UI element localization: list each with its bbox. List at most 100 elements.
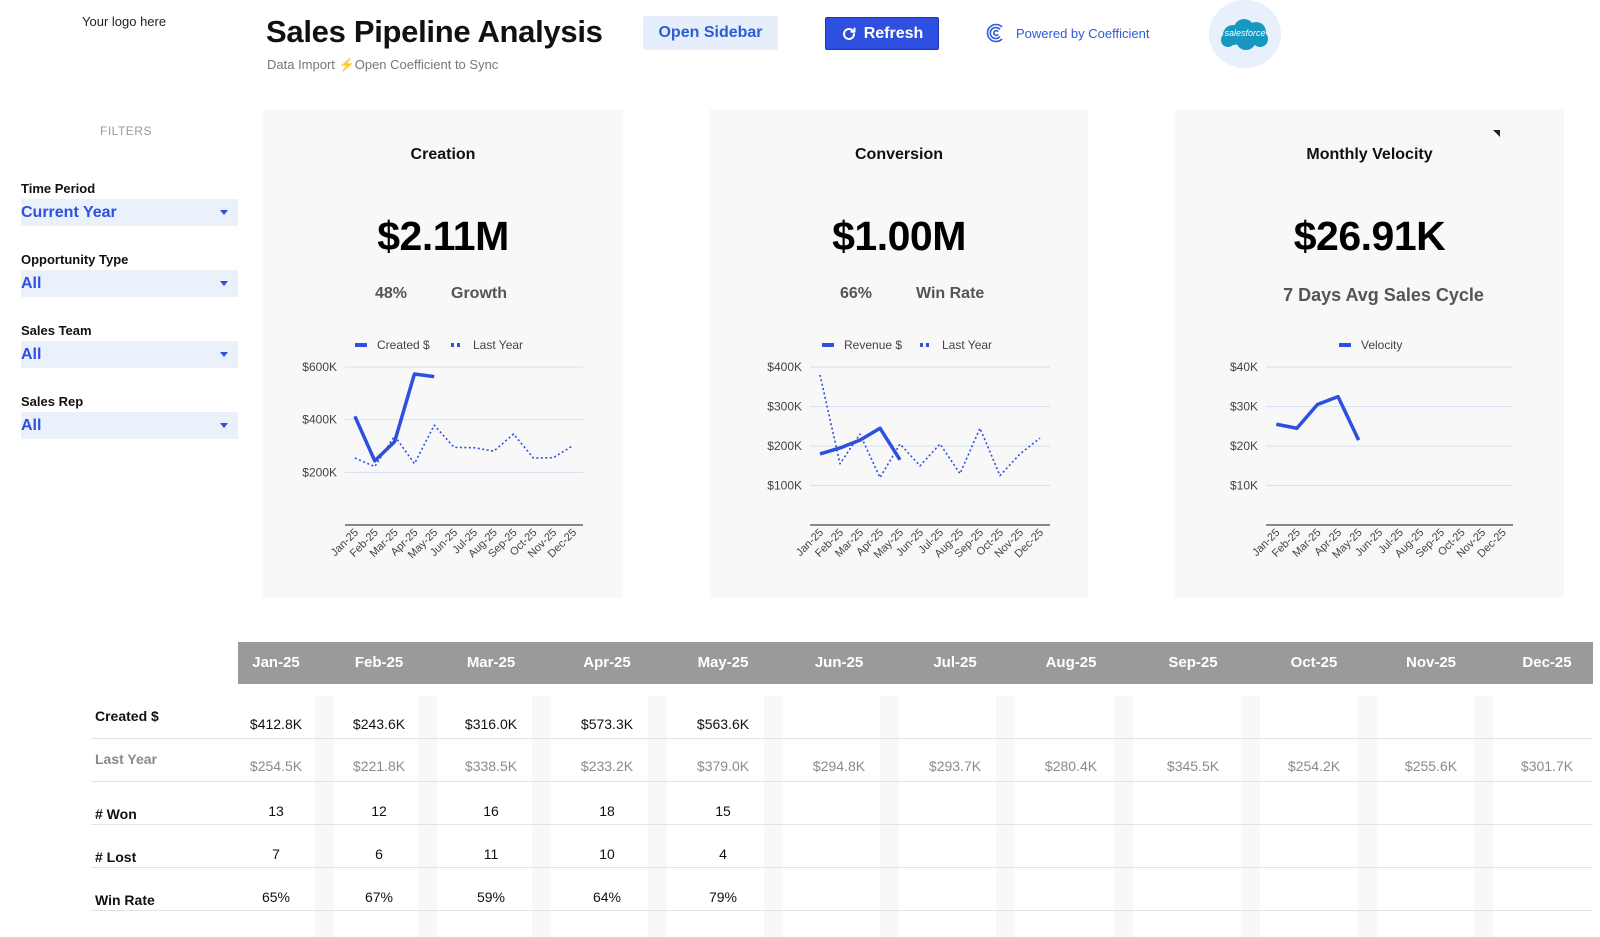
row-label: Last Year bbox=[95, 751, 158, 767]
sales-rep-value: All bbox=[21, 416, 42, 434]
column-header: Aug-25 bbox=[1045, 654, 1097, 671]
card-metric-value: 66% bbox=[840, 285, 873, 302]
table-cell: $243.6K bbox=[352, 716, 406, 732]
column-header: Dec-25 bbox=[1522, 654, 1572, 671]
table-header: Jan-25 Feb-25 Mar-25 Apr-25 May-25 Jun-25 Jul-… bbox=[238, 642, 1593, 684]
card-title: Creation bbox=[410, 146, 476, 163]
table-cell: 18 bbox=[599, 803, 615, 819]
column-separator bbox=[1241, 696, 1260, 937]
table-cell: 7 bbox=[272, 846, 280, 862]
column-header: Jan-25 bbox=[252, 654, 300, 671]
column-header: Mar-25 bbox=[466, 654, 516, 671]
legend-label: Velocity bbox=[1361, 338, 1402, 352]
table-cell: $316.0K bbox=[464, 716, 518, 732]
table-cell: $221.8K bbox=[352, 758, 406, 774]
table-cell: $301.7K bbox=[1520, 758, 1574, 774]
legend-item: Created $ bbox=[355, 338, 430, 352]
filter-label-opportunity-type: Opportunity Type bbox=[21, 252, 129, 267]
table-cell: $294.8K bbox=[812, 758, 866, 774]
row-divider bbox=[91, 824, 1593, 825]
salesforce-logo-icon: salesforce bbox=[1218, 17, 1272, 51]
column-header: Sep-25 bbox=[1168, 654, 1218, 671]
creation-card: Creation $2.11M 48% Growth Created $ Last… bbox=[263, 109, 623, 598]
caret-down-icon bbox=[220, 423, 228, 428]
row-divider bbox=[91, 867, 1593, 868]
row-divider bbox=[91, 910, 1593, 911]
conversion-card: Conversion $1.00M 66% Win Rate Revenue $… bbox=[710, 109, 1088, 598]
caret-down-icon bbox=[220, 281, 228, 286]
open-sidebar-label: Open Sidebar bbox=[658, 24, 763, 41]
column-header: Nov-25 bbox=[1405, 654, 1457, 671]
column-separator bbox=[1474, 696, 1493, 937]
table-cell: 6 bbox=[375, 846, 383, 862]
salesforce-badge: salesforce bbox=[1209, 0, 1281, 68]
column-header: Oct-25 bbox=[1290, 654, 1338, 671]
opportunity-type-dropdown[interactable]: All bbox=[21, 270, 238, 297]
table-cell: 13 bbox=[268, 803, 284, 819]
table-cell: $338.5K bbox=[464, 758, 518, 774]
table-cell: $233.2K bbox=[580, 758, 634, 774]
table-cell: 12 bbox=[371, 803, 387, 819]
series-line-last-year bbox=[354, 424, 574, 468]
series-line-current bbox=[819, 426, 902, 461]
legend-item: Last Year bbox=[451, 338, 523, 352]
row-label: Win Rate bbox=[95, 892, 155, 908]
card-value: $2.11M bbox=[377, 213, 509, 259]
table-cell: $293.7K bbox=[928, 758, 982, 774]
column-separator bbox=[532, 696, 551, 937]
time-period-dropdown[interactable]: Current Year bbox=[21, 199, 238, 226]
table-cell: $573.3K bbox=[580, 716, 634, 732]
series-line-last-year bbox=[819, 374, 1041, 479]
card-metric-value: 48% bbox=[375, 285, 408, 302]
column-separator bbox=[1114, 696, 1133, 937]
coefficient-logo-icon bbox=[986, 23, 1003, 43]
table-cell: $255.6K bbox=[1404, 758, 1458, 774]
table-cell: 67% bbox=[364, 889, 394, 905]
column-separator bbox=[880, 696, 899, 937]
card-value: $26.91K bbox=[1293, 213, 1446, 259]
column-header: May-25 bbox=[697, 654, 749, 671]
filter-label-sales-team: Sales Team bbox=[21, 323, 92, 338]
creation-chart: Created $ Last Year$600K$400K$200KJan-25F… bbox=[302, 338, 583, 561]
y-tick-label: $400K bbox=[767, 360, 802, 374]
table-cell: 15 bbox=[715, 803, 731, 819]
table-cell: $345.5K bbox=[1166, 758, 1220, 774]
card-metric-label: Growth bbox=[451, 285, 507, 302]
filter-label-time-period: Time Period bbox=[21, 181, 96, 196]
column-header: Feb-25 bbox=[354, 654, 404, 671]
row-label: # Won bbox=[95, 806, 137, 822]
y-tick-label: $600K bbox=[302, 360, 337, 374]
card-metric-label: 7 Days Avg Sales Cycle bbox=[1283, 285, 1484, 305]
legend-item: Last Year bbox=[920, 338, 992, 352]
refresh-button[interactable]: Refresh bbox=[825, 17, 939, 50]
sales-team-dropdown[interactable]: All bbox=[21, 341, 238, 368]
card-value: $1.00M bbox=[832, 213, 966, 259]
row-label: # Lost bbox=[95, 849, 137, 865]
table-cell: $254.2K bbox=[1287, 758, 1341, 774]
monthly-velocity-card: Monthly Velocity $26.91K 7 Days Avg Sale… bbox=[1175, 109, 1564, 598]
row-divider bbox=[91, 738, 1593, 739]
sales-rep-dropdown[interactable]: All bbox=[21, 412, 238, 439]
legend-label: Last Year bbox=[942, 338, 992, 352]
table-cell: 11 bbox=[483, 846, 499, 862]
salesforce-logo-text: salesforce bbox=[1224, 28, 1266, 38]
table-cell: 64% bbox=[592, 889, 622, 905]
series-line-current bbox=[353, 372, 435, 463]
refresh-label: Refresh bbox=[863, 24, 924, 42]
open-sidebar-button[interactable]: Open Sidebar bbox=[643, 16, 778, 50]
legend-label: Created $ bbox=[377, 338, 430, 352]
table-cell: 65% bbox=[261, 889, 291, 905]
column-separator bbox=[648, 696, 667, 937]
subtitle-prefix: Data Import bbox=[267, 57, 335, 72]
table-cell: 16 bbox=[483, 803, 499, 819]
filters-heading: FILTERS bbox=[100, 124, 152, 138]
card-metric-label: Win Rate bbox=[916, 285, 985, 302]
y-tick-label: $200K bbox=[302, 465, 337, 479]
powered-by-coefficient-link[interactable]: Powered by Coefficient bbox=[985, 22, 1149, 44]
column-separator bbox=[315, 696, 334, 937]
monthly-velocity-chart: Velocity$40K$30K$20K$10KJan-25Feb-25Mar-… bbox=[1230, 338, 1513, 561]
column-separator bbox=[418, 696, 437, 937]
table-cell: $412.8K bbox=[249, 716, 303, 732]
y-tick-label: $300K bbox=[767, 400, 802, 414]
conversion-chart: Revenue $ Last Year$400K$300K$200K$100KJa… bbox=[767, 338, 1050, 561]
